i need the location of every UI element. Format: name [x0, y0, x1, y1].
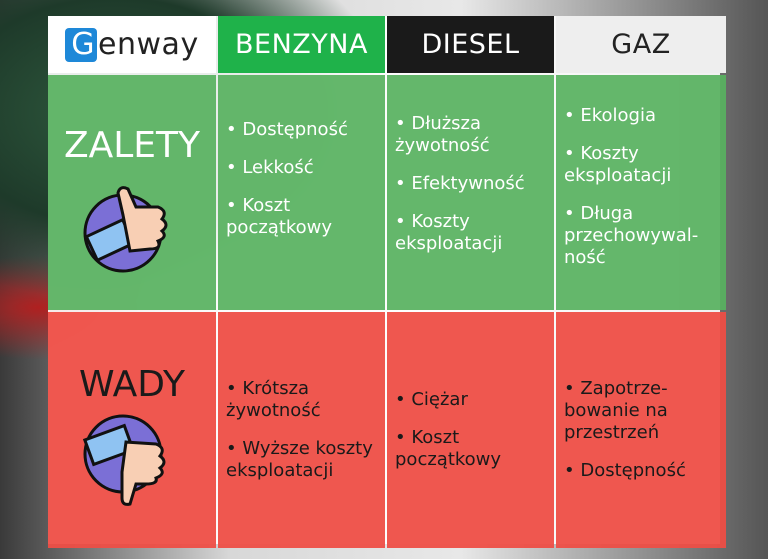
header-diesel: DIESEL	[387, 16, 554, 73]
pros-gaz: • Ekologia • Koszty eksploatacji • Długa…	[556, 75, 726, 310]
header-benzyna: BENZYNA	[218, 16, 385, 73]
list-item: • Koszty eksploatacji	[395, 211, 503, 254]
list-item: • Ciężar	[395, 389, 468, 410]
list-item: • Koszt początkowy	[226, 195, 333, 238]
list-item: • Ekologia	[564, 105, 656, 126]
list-item: • Wyższe koszty eksploatacji	[226, 438, 373, 481]
list-item: • Efektywność	[395, 173, 525, 194]
list-item: • Dostępność	[564, 460, 686, 481]
pros-diesel: • Dłuższa żywotność • Efektywność • Kosz…	[387, 75, 554, 310]
list-item: • Krótsza żywotność	[226, 378, 321, 421]
header-gaz: GAZ	[556, 16, 726, 73]
row-label-pros: ZALETY	[48, 75, 216, 310]
row-label-cons: WADY	[48, 312, 216, 548]
cons-diesel: • Ciężar • Koszt początkowy	[387, 312, 554, 548]
list-item: • Dostępność	[226, 119, 348, 140]
list-item: • Zapotrze- bowanie na przestrzeń	[564, 378, 668, 443]
thumbs-down-icon	[82, 414, 166, 506]
list-item: • Lekkość	[226, 157, 314, 178]
list-item: • Koszt początkowy	[395, 427, 502, 470]
cons-gaz: • Zapotrze- bowanie na przestrzeń • Dost…	[556, 312, 726, 548]
cons-benzyna: • Krótsza żywotność • Wyższe koszty eksp…	[218, 312, 385, 548]
list-item: • Koszty eksploatacji	[564, 143, 672, 186]
thumbs-up-icon	[83, 186, 168, 273]
list-item: • Długa przechowywal- ność	[564, 203, 699, 268]
list-item: • Dłuższa żywotność	[395, 113, 490, 156]
pros-benzyna: • Dostępność • Lekkość • Koszt początkow…	[218, 75, 385, 310]
